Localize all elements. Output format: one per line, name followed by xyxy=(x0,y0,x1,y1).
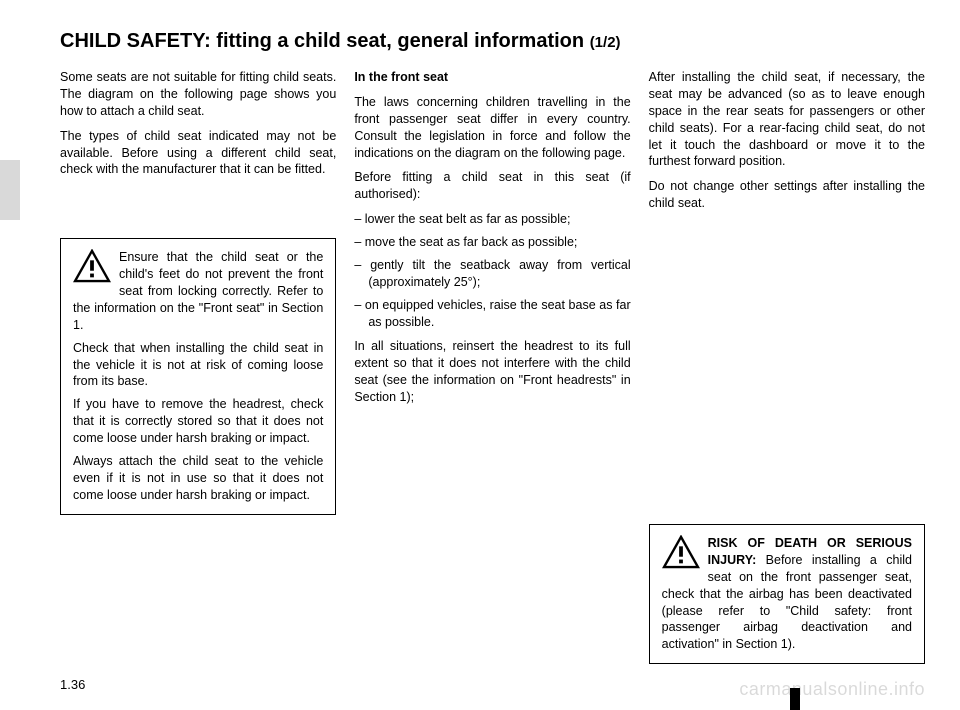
page-title: CHILD SAFETY: fitting a child seat, gene… xyxy=(60,30,925,53)
col2-li3: gently tilt the seatback away from verti… xyxy=(354,257,630,291)
warning-icon xyxy=(662,535,700,569)
side-tab xyxy=(0,160,20,220)
spacer xyxy=(649,220,925,510)
spacer xyxy=(60,186,336,224)
col2-li4: on equipped vehicles, raise the seat bas… xyxy=(354,297,630,331)
manual-page: CHILD SAFETY: fitting a child seat, gene… xyxy=(0,0,960,710)
col2-para2: Before fitting a child seat in this seat… xyxy=(354,169,630,203)
warning-box-seat: Ensure that the child seat or the child'… xyxy=(60,238,336,514)
title-part: (1/2) xyxy=(590,34,621,51)
warning-icon xyxy=(73,249,111,283)
col3-para1: After installing the child seat, if nece… xyxy=(649,69,925,170)
col3-para2: Do not change other settings after insta… xyxy=(649,178,925,212)
col1-para2: The types of child seat indicated may no… xyxy=(60,128,336,179)
col2-para1: The laws concerning children travelling … xyxy=(354,94,630,162)
col2-para3: In all situations, reinsert the headrest… xyxy=(354,338,630,406)
page-number: 1.36 xyxy=(60,677,85,692)
col2-heading: In the front seat xyxy=(354,69,630,86)
warn1-p4: Always attach the child seat to the vehi… xyxy=(73,453,323,504)
col2-list: lower the seat belt as far as possible; … xyxy=(354,211,630,330)
footer-tab xyxy=(790,688,800,710)
warning-box-airbag: RISK OF DEATH OR SERIOUS INJURY: Before … xyxy=(649,524,925,664)
title-main: CHILD SAFETY: fitting a child seat, gene… xyxy=(60,30,584,52)
col2-li1: lower the seat belt as far as possible; xyxy=(354,211,630,228)
column-3: After installing the child seat, if nece… xyxy=(649,69,925,664)
watermark: carmanualsonline.info xyxy=(739,679,925,700)
col1-para1: Some seats are not suitable for fitting … xyxy=(60,69,336,120)
column-2: In the front seat The laws concerning ch… xyxy=(354,69,630,664)
column-1: Some seats are not suitable for fitting … xyxy=(60,69,336,664)
col2-li2: move the seat as far back as possible; xyxy=(354,234,630,251)
warn1-p3: If you have to remove the headrest, chec… xyxy=(73,396,323,447)
content-columns: Some seats are not suitable for fitting … xyxy=(60,69,925,664)
warn1-p2: Check that when installing the child sea… xyxy=(73,340,323,391)
